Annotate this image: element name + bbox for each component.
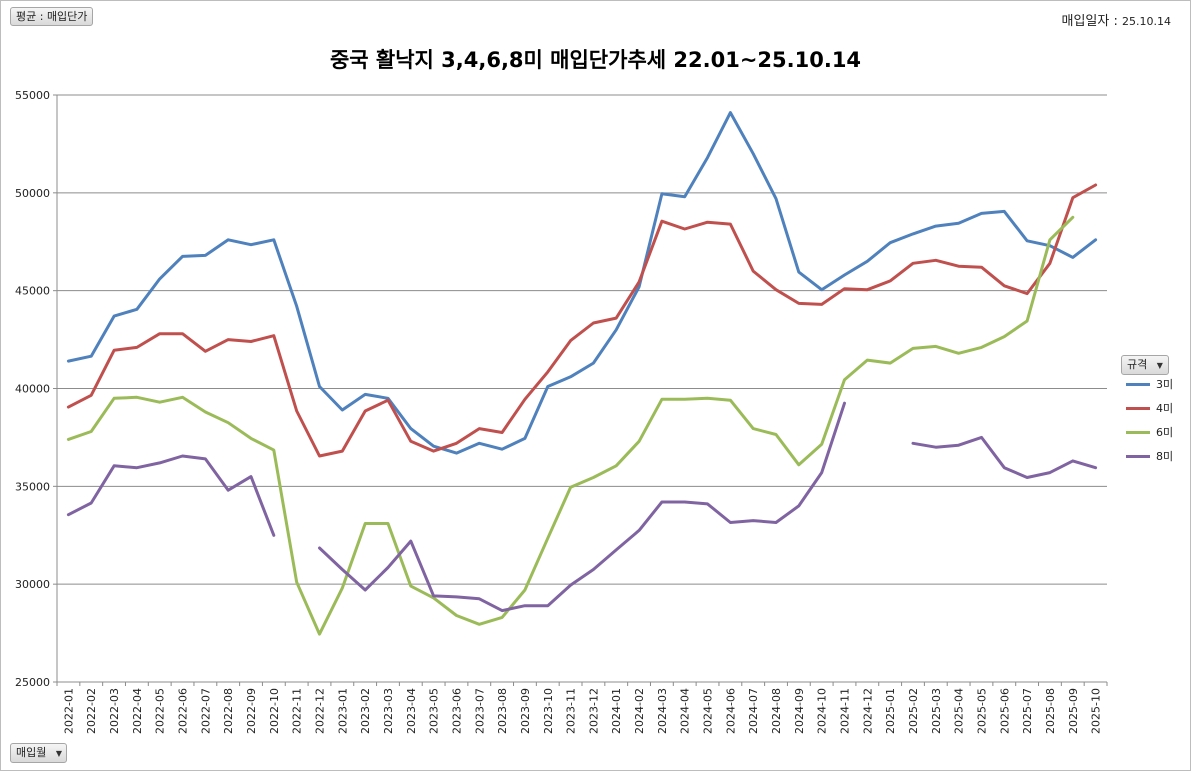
x-tick-label: 2025-03 (930, 688, 943, 734)
legend-item-4mi[interactable]: 4미 (1124, 400, 1184, 424)
series-line-1 (66, 111, 1098, 455)
x-tick-label: 2022-08 (222, 688, 235, 734)
filter-field-button[interactable]: 평균 : 매입단가 (10, 7, 94, 26)
x-tick-label: 2023-11 (565, 688, 578, 734)
x-tick-label: 2022-10 (268, 688, 281, 734)
legend-item-3mi[interactable]: 3미 (1124, 376, 1184, 400)
x-tick-label: 2023-04 (405, 688, 418, 734)
x-tick-label: 2024-03 (656, 688, 669, 734)
x-tick-label: 2025-05 (975, 688, 988, 734)
x-tick-label: 2023-10 (542, 688, 555, 734)
purchase-date-value: 25.10.14 (1122, 15, 1171, 28)
x-tick-label: 2025-01 (884, 688, 897, 734)
legend-swatch (1126, 407, 1150, 410)
legend-swatch (1126, 455, 1150, 458)
y-axis: 25000 30000 35000 40000 45000 50000 55000 (15, 89, 58, 689)
x-tick-label: 2024-02 (633, 688, 646, 734)
x-tick-label: 2023-06 (450, 688, 463, 734)
x-tick-label: 2023-03 (382, 688, 395, 734)
x-tick-label: 2024-06 (724, 688, 737, 734)
x-tick-label: 2022-01 (62, 688, 75, 734)
x-tick-label: 2024-08 (770, 688, 783, 734)
x-tick-label: 2023-01 (336, 688, 349, 734)
legend-label: 3미 (1156, 378, 1174, 391)
legend-label: 4미 (1156, 402, 1174, 415)
x-tick-label: 2025-07 (1021, 688, 1034, 734)
series-line-4 (911, 435, 1098, 479)
x-tick-label: 2023-09 (519, 688, 532, 734)
axis-field-button[interactable]: 매입월 ▼ (10, 743, 68, 763)
axis-field-label: 매입월 (16, 746, 47, 759)
legend-field-label: 규격 (1127, 358, 1148, 371)
x-tick-label: 2025-06 (998, 688, 1011, 734)
y-tick-label: 35000 (15, 480, 50, 493)
x-tick-label: 2024-09 (793, 688, 806, 734)
purchase-date-label: 매입일자 : (1061, 14, 1118, 29)
legend-item-6mi[interactable]: 6미 (1124, 424, 1184, 448)
x-tick-label: 2023-02 (359, 688, 372, 734)
series-line-3 (66, 215, 1075, 636)
x-axis: 2022-01 2022-02 2022-03 2022-04 2022-05 2022-… (56, 681, 1108, 734)
legend-field-button[interactable]: 규격 ▼ (1121, 355, 1169, 375)
x-tick-label: 2025-10 (1090, 688, 1103, 734)
x-tick-label: 2023-08 (496, 688, 509, 734)
x-tick-label: 2022-09 (245, 688, 258, 734)
x-tick-label: 2024-04 (679, 688, 692, 734)
x-tick-label: 2025-04 (953, 688, 966, 734)
purchase-date-info: 매입일자 : 25.10.14 (1062, 10, 1171, 29)
x-tick-label: 2022-04 (131, 688, 144, 734)
series-line-2 (66, 183, 1098, 458)
y-tick-label: 45000 (15, 285, 50, 298)
legend: 3미 4미 6미 8미 (1124, 376, 1184, 472)
x-tick-label: 2022-07 (199, 688, 212, 734)
x-tick-label: 2024-10 (816, 688, 829, 734)
legend-item-8mi[interactable]: 8미 (1124, 448, 1184, 472)
y-tick-label: 25000 (15, 676, 50, 689)
chevron-down-icon: ▼ (55, 749, 63, 758)
y-tick-label: 55000 (15, 89, 50, 102)
x-tick-label: 2022-02 (85, 688, 98, 734)
x-tick-label: 2023-07 (473, 688, 486, 734)
x-tick-label: 2025-02 (907, 688, 920, 734)
series-line-4 (66, 454, 276, 537)
x-tick-label: 2024-11 (839, 688, 852, 734)
legend-label: 6미 (1156, 426, 1174, 439)
x-tick-label: 2022-05 (154, 688, 167, 734)
x-tick-label: 2022-03 (108, 688, 121, 734)
chart-title: 중국 활낙지 3,4,6,8미 매입단가추세 22.01~25.10.14 (329, 48, 862, 72)
series-lines (66, 111, 1098, 636)
x-tick-label: 2022-06 (177, 688, 190, 734)
y-tick-label: 30000 (15, 578, 50, 591)
filter-dropdown-icon: ▼ (1156, 361, 1163, 370)
legend-swatch (1126, 383, 1150, 386)
x-tick-label: 2024-07 (747, 688, 760, 734)
y-tick-label: 50000 (15, 187, 50, 200)
x-tick-label: 2023-05 (428, 688, 441, 734)
filter-field-label: 평균 : 매입단가 (16, 10, 88, 23)
x-tick-label: 2025-09 (1067, 688, 1080, 734)
legend-swatch (1126, 431, 1150, 434)
legend-label: 8미 (1156, 450, 1174, 463)
x-tick-label: 2024-12 (861, 688, 874, 734)
x-tick-label: 2023-12 (587, 688, 600, 734)
x-tick-label: 2022-12 (314, 688, 327, 734)
gridlines (57, 94, 1107, 683)
x-tick-label: 2025-08 (1044, 688, 1057, 734)
x-tick-label: 2022-11 (291, 688, 304, 734)
x-tick-label: 2024-01 (610, 688, 623, 734)
x-tick-label: 2024-05 (702, 688, 715, 734)
y-tick-label: 40000 (15, 383, 50, 396)
series-line-4 (318, 401, 846, 613)
